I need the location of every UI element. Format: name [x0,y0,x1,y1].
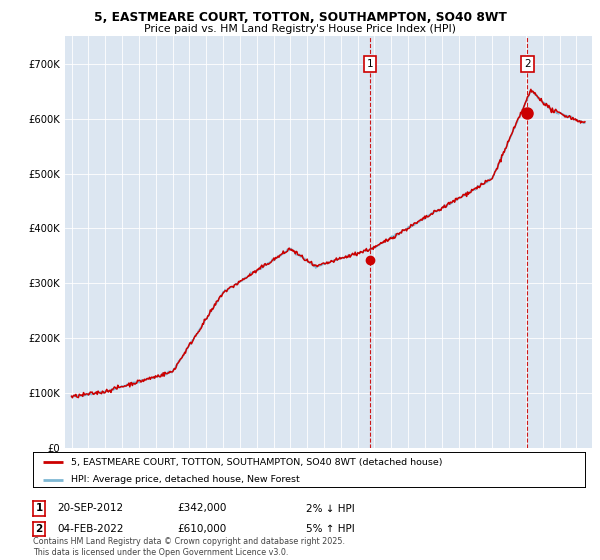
Text: 2: 2 [524,59,530,69]
Text: Price paid vs. HM Land Registry's House Price Index (HPI): Price paid vs. HM Land Registry's House … [144,24,456,34]
Text: 04-FEB-2022: 04-FEB-2022 [57,524,124,534]
Text: 5% ↑ HPI: 5% ↑ HPI [306,524,355,534]
Text: 5, EASTMEARE COURT, TOTTON, SOUTHAMPTON, SO40 8WT (detached house): 5, EASTMEARE COURT, TOTTON, SOUTHAMPTON,… [71,458,442,466]
Text: 2: 2 [35,524,43,534]
Text: Contains HM Land Registry data © Crown copyright and database right 2025.
This d: Contains HM Land Registry data © Crown c… [33,537,345,557]
Text: 1: 1 [35,503,43,514]
Text: HPI: Average price, detached house, New Forest: HPI: Average price, detached house, New … [71,475,299,484]
Text: £610,000: £610,000 [177,524,226,534]
Text: 20-SEP-2012: 20-SEP-2012 [57,503,123,514]
Text: £342,000: £342,000 [177,503,226,514]
Text: 2% ↓ HPI: 2% ↓ HPI [306,503,355,514]
Text: 5, EASTMEARE COURT, TOTTON, SOUTHAMPTON, SO40 8WT: 5, EASTMEARE COURT, TOTTON, SOUTHAMPTON,… [94,11,506,24]
Text: 1: 1 [367,59,373,69]
